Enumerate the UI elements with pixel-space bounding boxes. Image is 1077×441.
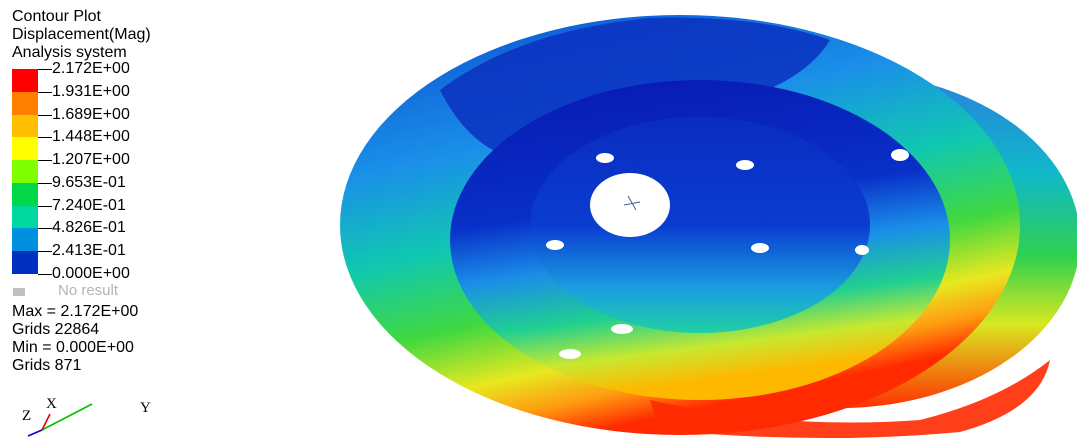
color-bar-level-label: 1.448E+00 [52,128,130,146]
color-bar-tick [38,274,52,275]
color-bar-level-label: 2.413E-01 [52,242,126,260]
color-bar-tick [38,114,52,116]
bolt-hole [546,240,564,250]
color-bar-level-label: 4.826E-01 [52,219,126,237]
color-bar-band [12,114,38,138]
no-result-swatch [13,288,25,296]
color-bar-tick [38,205,52,207]
wheel-disc [530,117,870,333]
bolt-hole [736,160,754,170]
node-marker-icon [623,195,641,211]
color-bar-tick [38,160,52,162]
y-axis-label: Y [140,400,151,416]
max-grids: Grids 22864 [12,321,100,338]
wheel-contour-model [340,15,1077,439]
color-bar-level-label: 7.240E-01 [52,196,126,214]
color-bar-band [12,69,38,93]
color-bar-level-label: 1.689E+00 [52,105,130,123]
color-bar-band [12,137,38,161]
min-value: Min = 0.000E+00 [12,339,134,356]
center-bore [590,173,670,237]
max-value: Max = 2.172E+00 [12,303,139,320]
color-bar-tick [38,182,52,184]
x-axis-label: X [46,396,57,412]
bolt-hole [751,243,769,253]
color-bar-band [12,160,38,184]
bolt-hole [891,149,909,161]
coordinate-system-label: Analysis system [12,44,127,61]
color-bar-tick [38,251,52,253]
no-result-label: No result [58,282,119,299]
color-bar-level-label: 1.931E+00 [52,82,130,100]
color-bar-tick [38,137,52,139]
bolt-hole [596,153,614,163]
plot-title: Contour Plot [12,8,101,25]
axis-triad-icon: X Y Z [22,396,151,437]
color-bar-level-label: 2.172E+00 [52,60,130,77]
min-grids: Grids 871 [12,357,82,374]
color-bar-tick [38,91,52,93]
contour-color-bar [12,69,38,275]
result-type-label: Displacement(Mag) [12,26,151,43]
color-bar-band [12,91,38,116]
color-bar-band [12,251,38,275]
color-bar-band [12,182,38,207]
color-bar-band [12,205,38,229]
color-bar-level-label: 0.000E+00 [52,265,130,282]
bolt-hole [559,349,581,359]
color-bar-level-label: 1.207E+00 [52,151,130,169]
color-bar-band [12,228,38,252]
color-bar-level-label: 9.653E-01 [52,173,126,191]
color-bar-tick [38,228,52,230]
bolt-hole [855,245,869,255]
z-axis-label: Z [22,408,31,424]
color-bar-tick [38,69,52,70]
bolt-hole [611,324,633,334]
